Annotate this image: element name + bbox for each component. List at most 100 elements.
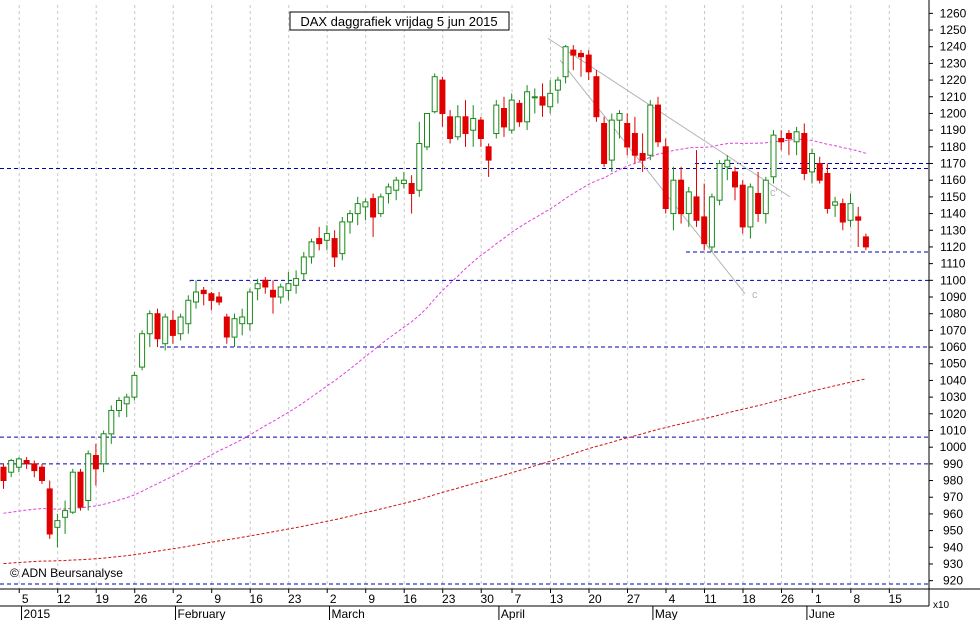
candle-body (739, 184, 746, 228)
candle-body (631, 133, 638, 156)
x-tick-label: 1 (815, 592, 822, 606)
candle-body (85, 453, 92, 501)
candle-body (693, 196, 700, 221)
x-tick-label: 16 (404, 592, 418, 606)
candle-body (139, 333, 146, 368)
candle-body (108, 410, 115, 435)
y-tick-label: 1180 (940, 140, 966, 154)
candle (570, 45, 577, 71)
x-tick-label: 20 (588, 592, 602, 606)
candle (678, 166, 685, 224)
candle-body (670, 179, 677, 215)
candle-body (493, 104, 500, 134)
y-tick-label: 1170 (940, 157, 966, 171)
candle (847, 193, 854, 227)
candle (270, 280, 276, 314)
candle-body (816, 163, 823, 181)
candle-body (447, 116, 454, 140)
y-tick-label: 1140 (940, 207, 966, 221)
candle-body (354, 203, 361, 215)
copyright-label: © ADN Beursanalyse (10, 566, 123, 580)
candle-body (601, 123, 608, 164)
candle-body (470, 118, 477, 131)
y-tick-label: 1000 (940, 440, 967, 454)
candle (385, 183, 392, 204)
candle (185, 295, 192, 334)
candle (539, 83, 546, 117)
candle (431, 73, 438, 114)
y-tick-label: 1210 (940, 90, 967, 104)
candle-body (708, 196, 715, 248)
candle (208, 291, 215, 311)
candle-body (508, 99, 515, 131)
candle (254, 278, 261, 301)
support-resistance-lines (0, 163, 929, 585)
candle (547, 80, 554, 114)
candle-body (485, 146, 492, 161)
candle (747, 183, 754, 239)
x-tick-label: 2 (330, 592, 337, 606)
y-tick-label: 1130 (940, 223, 966, 237)
candle (701, 183, 708, 251)
x-tick-label: 18 (742, 592, 756, 606)
y-tick-label: 970 (943, 490, 963, 504)
candle-body (131, 374, 138, 398)
candle-body (832, 201, 839, 206)
candle (724, 155, 731, 181)
candle-body (570, 49, 577, 56)
x-tick-label: 26 (134, 592, 148, 606)
candle-body (277, 286, 284, 298)
y-tick-label: 1050 (940, 357, 967, 371)
x-major-label: April (501, 607, 525, 620)
x-tick-label: 11 (704, 592, 717, 606)
candle-body (770, 134, 777, 178)
candle (393, 176, 400, 201)
candle-body (439, 79, 446, 114)
y-tick-label: 1070 (940, 323, 967, 337)
candle-body (169, 319, 176, 336)
candle (778, 130, 785, 151)
candle (624, 113, 631, 156)
candle-body (208, 293, 215, 301)
ma-short-line (3, 138, 867, 514)
candle-body (262, 279, 269, 288)
x-tick-label: 23 (288, 592, 302, 606)
candle (408, 175, 415, 214)
candle-body (177, 316, 184, 335)
candle-body (62, 510, 69, 518)
wave-label-c-prime: c' (770, 187, 778, 199)
candle-body (385, 186, 392, 195)
candle-body (785, 133, 792, 139)
candle (832, 196, 839, 217)
candle-body (408, 183, 415, 194)
candle-body (762, 179, 769, 215)
candle-body (146, 313, 153, 335)
y-tick-label: 1190 (940, 123, 966, 137)
candle-body (23, 460, 30, 465)
x-tick-label: 19 (96, 592, 110, 606)
candle (477, 116, 484, 147)
x-tick-label: 26 (781, 592, 795, 606)
x-tick-label: 30 (481, 592, 495, 606)
candle-body (724, 159, 731, 168)
y-tick-label: 1100 (940, 273, 966, 287)
y-tick-label: 1220 (940, 73, 967, 87)
candle (62, 500, 69, 534)
candle-body (246, 291, 253, 325)
x-major-label: March (332, 607, 365, 620)
candle (231, 313, 238, 348)
y-tick-label: 1260 (940, 6, 967, 20)
candle-body (69, 471, 76, 513)
candle-body (216, 296, 223, 303)
candle-body (239, 316, 246, 325)
y-tick-label: 990 (943, 457, 963, 471)
candle (193, 280, 199, 309)
candle-body (116, 400, 122, 411)
candle-body (300, 256, 307, 275)
y-tick-label: 1040 (940, 373, 967, 387)
candle (501, 96, 507, 137)
x-tick-label: 9 (368, 592, 375, 606)
candle (293, 270, 300, 294)
candle-body (123, 396, 130, 405)
x-tick-label: 16 (250, 592, 264, 606)
